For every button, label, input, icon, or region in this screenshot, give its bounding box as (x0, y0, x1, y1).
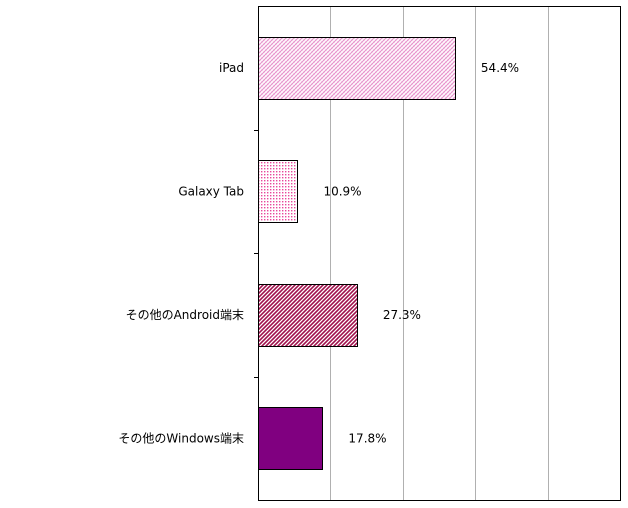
bar-1 (258, 37, 456, 100)
data-label: 10.9% (323, 184, 361, 198)
bar-4 (258, 407, 323, 470)
plot-frame (258, 6, 621, 501)
bar-2 (258, 160, 298, 223)
category-label: その他のWindows端末 (118, 431, 244, 445)
data-label: 54.4% (481, 61, 519, 75)
axes (254, 6, 621, 501)
bars (258, 37, 456, 470)
data-label: 27.3% (383, 308, 421, 322)
bar-3 (258, 284, 358, 347)
labels: iPad 54.4% Galaxy Tab 10.9% その他のAndroid端末 27.… (118, 61, 519, 446)
category-label: その他のAndroid端末 (126, 308, 244, 322)
category-label: Galaxy Tab (178, 184, 244, 198)
category-label: iPad (219, 61, 244, 75)
data-label: 17.8% (348, 431, 386, 445)
